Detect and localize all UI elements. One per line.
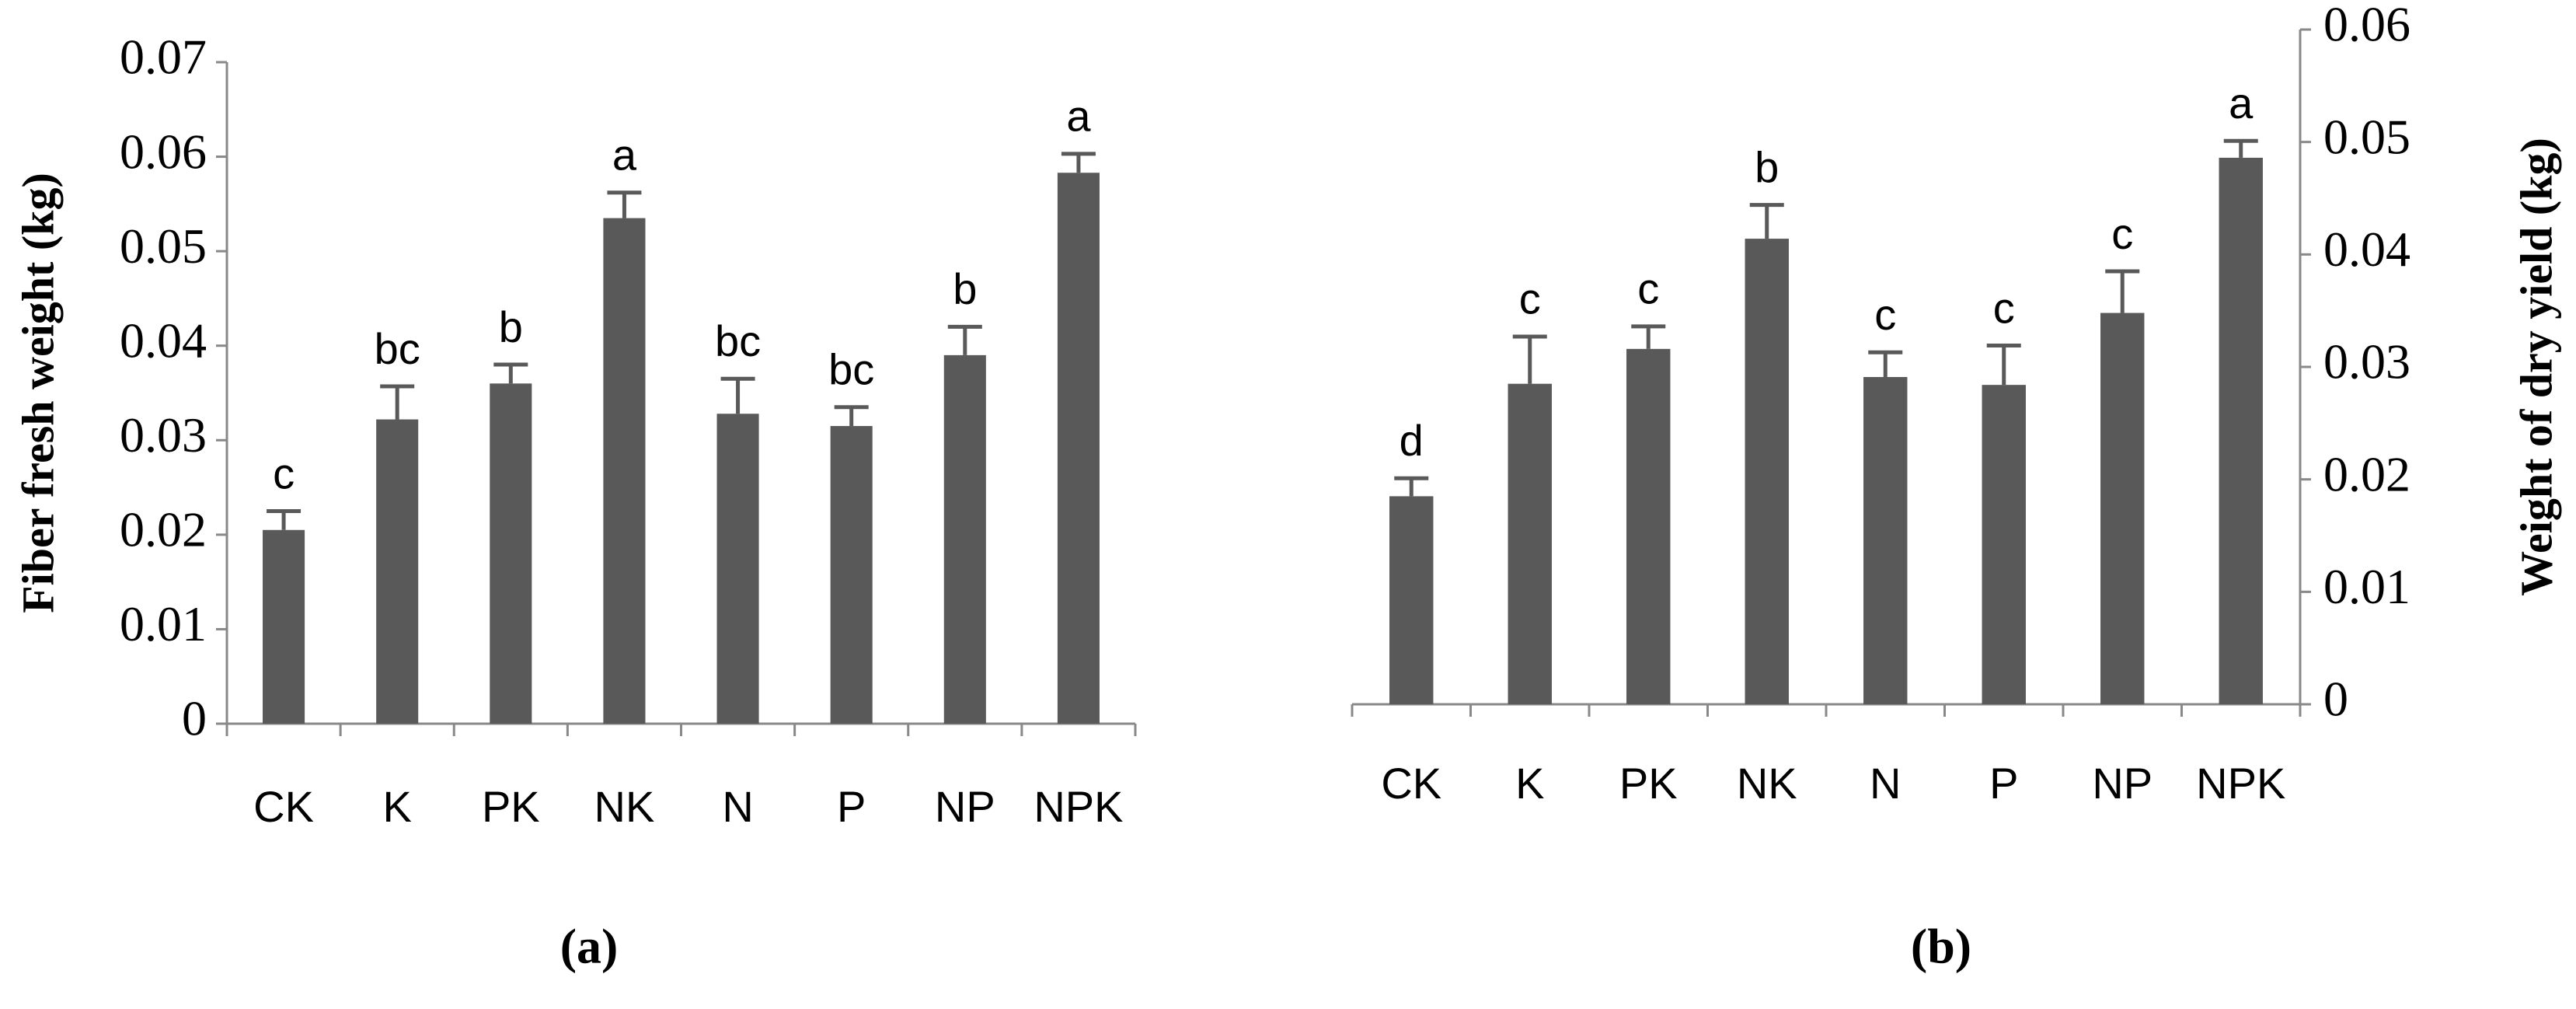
bar — [2100, 312, 2145, 704]
y-axis-title: Fiber fresh weight (kg) — [12, 173, 63, 613]
y-tick-label: 0.03 — [2323, 334, 2410, 389]
caption: (a) — [560, 919, 619, 974]
bar — [1626, 348, 1671, 704]
bar — [1057, 173, 1100, 724]
x-tick-label: N — [722, 782, 753, 831]
significance-letter: c — [1874, 290, 1896, 339]
y-tick-label: 0.03 — [120, 407, 207, 463]
y-tick-label: 0.04 — [2323, 222, 2410, 277]
y-tick-label: 0 — [182, 691, 207, 746]
x-tick-label: K — [1515, 759, 1544, 808]
x-tick-label: NPK — [2196, 759, 2285, 808]
bar — [376, 419, 419, 724]
bar — [490, 383, 532, 724]
significance-letter: d — [1400, 416, 1424, 465]
y-tick-label: 0.04 — [120, 312, 207, 368]
bar — [603, 218, 646, 724]
significance-letter: bc — [828, 345, 874, 394]
x-tick-label: N — [1870, 759, 1901, 808]
significance-letter: c — [273, 449, 295, 498]
significance-letter: c — [2111, 209, 2133, 258]
bar — [1508, 383, 1552, 704]
bar — [2219, 157, 2263, 705]
y-tick-label: 0.02 — [120, 502, 207, 557]
bar — [830, 426, 873, 724]
x-tick-label: NK — [594, 782, 655, 831]
x-tick-label: PK — [1619, 759, 1678, 808]
y-tick-label: 0.05 — [120, 218, 207, 274]
y-tick-label: 0.01 — [120, 596, 207, 651]
significance-letter: c — [1637, 264, 1659, 313]
y-tick-label: 0.02 — [2323, 446, 2410, 501]
x-tick-label: NPK — [1034, 782, 1123, 831]
y-tick-label: 0.06 — [120, 124, 207, 179]
x-tick-label: NP — [935, 782, 995, 831]
significance-letter: c — [1519, 274, 1541, 323]
x-tick-label: PK — [482, 782, 540, 831]
significance-letter: b — [1755, 142, 1779, 191]
bar — [1863, 377, 1908, 704]
x-tick-label: CK — [1381, 759, 1441, 808]
y-tick-label: 0.01 — [2323, 559, 2410, 614]
significance-letter: a — [612, 131, 637, 180]
x-tick-label: CK — [253, 782, 314, 831]
x-tick-label: NP — [2092, 759, 2152, 808]
bar — [716, 414, 759, 724]
significance-letter: c — [1993, 283, 2015, 332]
bar — [1982, 385, 2026, 704]
significance-letter: a — [1066, 92, 1091, 141]
y-tick-label: 0.07 — [120, 30, 207, 85]
significance-letter: b — [499, 302, 523, 351]
significance-letter: a — [2229, 79, 2254, 127]
bar — [1745, 239, 1789, 705]
bar — [943, 354, 986, 724]
y-tick-label: 0.06 — [2323, 0, 2410, 52]
x-tick-label: NK — [1737, 759, 1797, 808]
x-tick-label: P — [837, 782, 866, 831]
significance-letter: b — [953, 264, 977, 313]
bar — [263, 529, 305, 724]
y-axis-title: Weight of dry yield (kg) — [2511, 138, 2561, 596]
x-tick-label: K — [383, 782, 412, 831]
significance-letter: bc — [375, 324, 420, 373]
y-tick-label: 0 — [2323, 672, 2348, 727]
y-tick-label: 0.05 — [2323, 109, 2410, 164]
caption: (b) — [1911, 919, 1971, 974]
x-tick-label: P — [1989, 759, 2018, 808]
significance-letter: bc — [715, 316, 761, 365]
bar — [1389, 496, 1434, 704]
